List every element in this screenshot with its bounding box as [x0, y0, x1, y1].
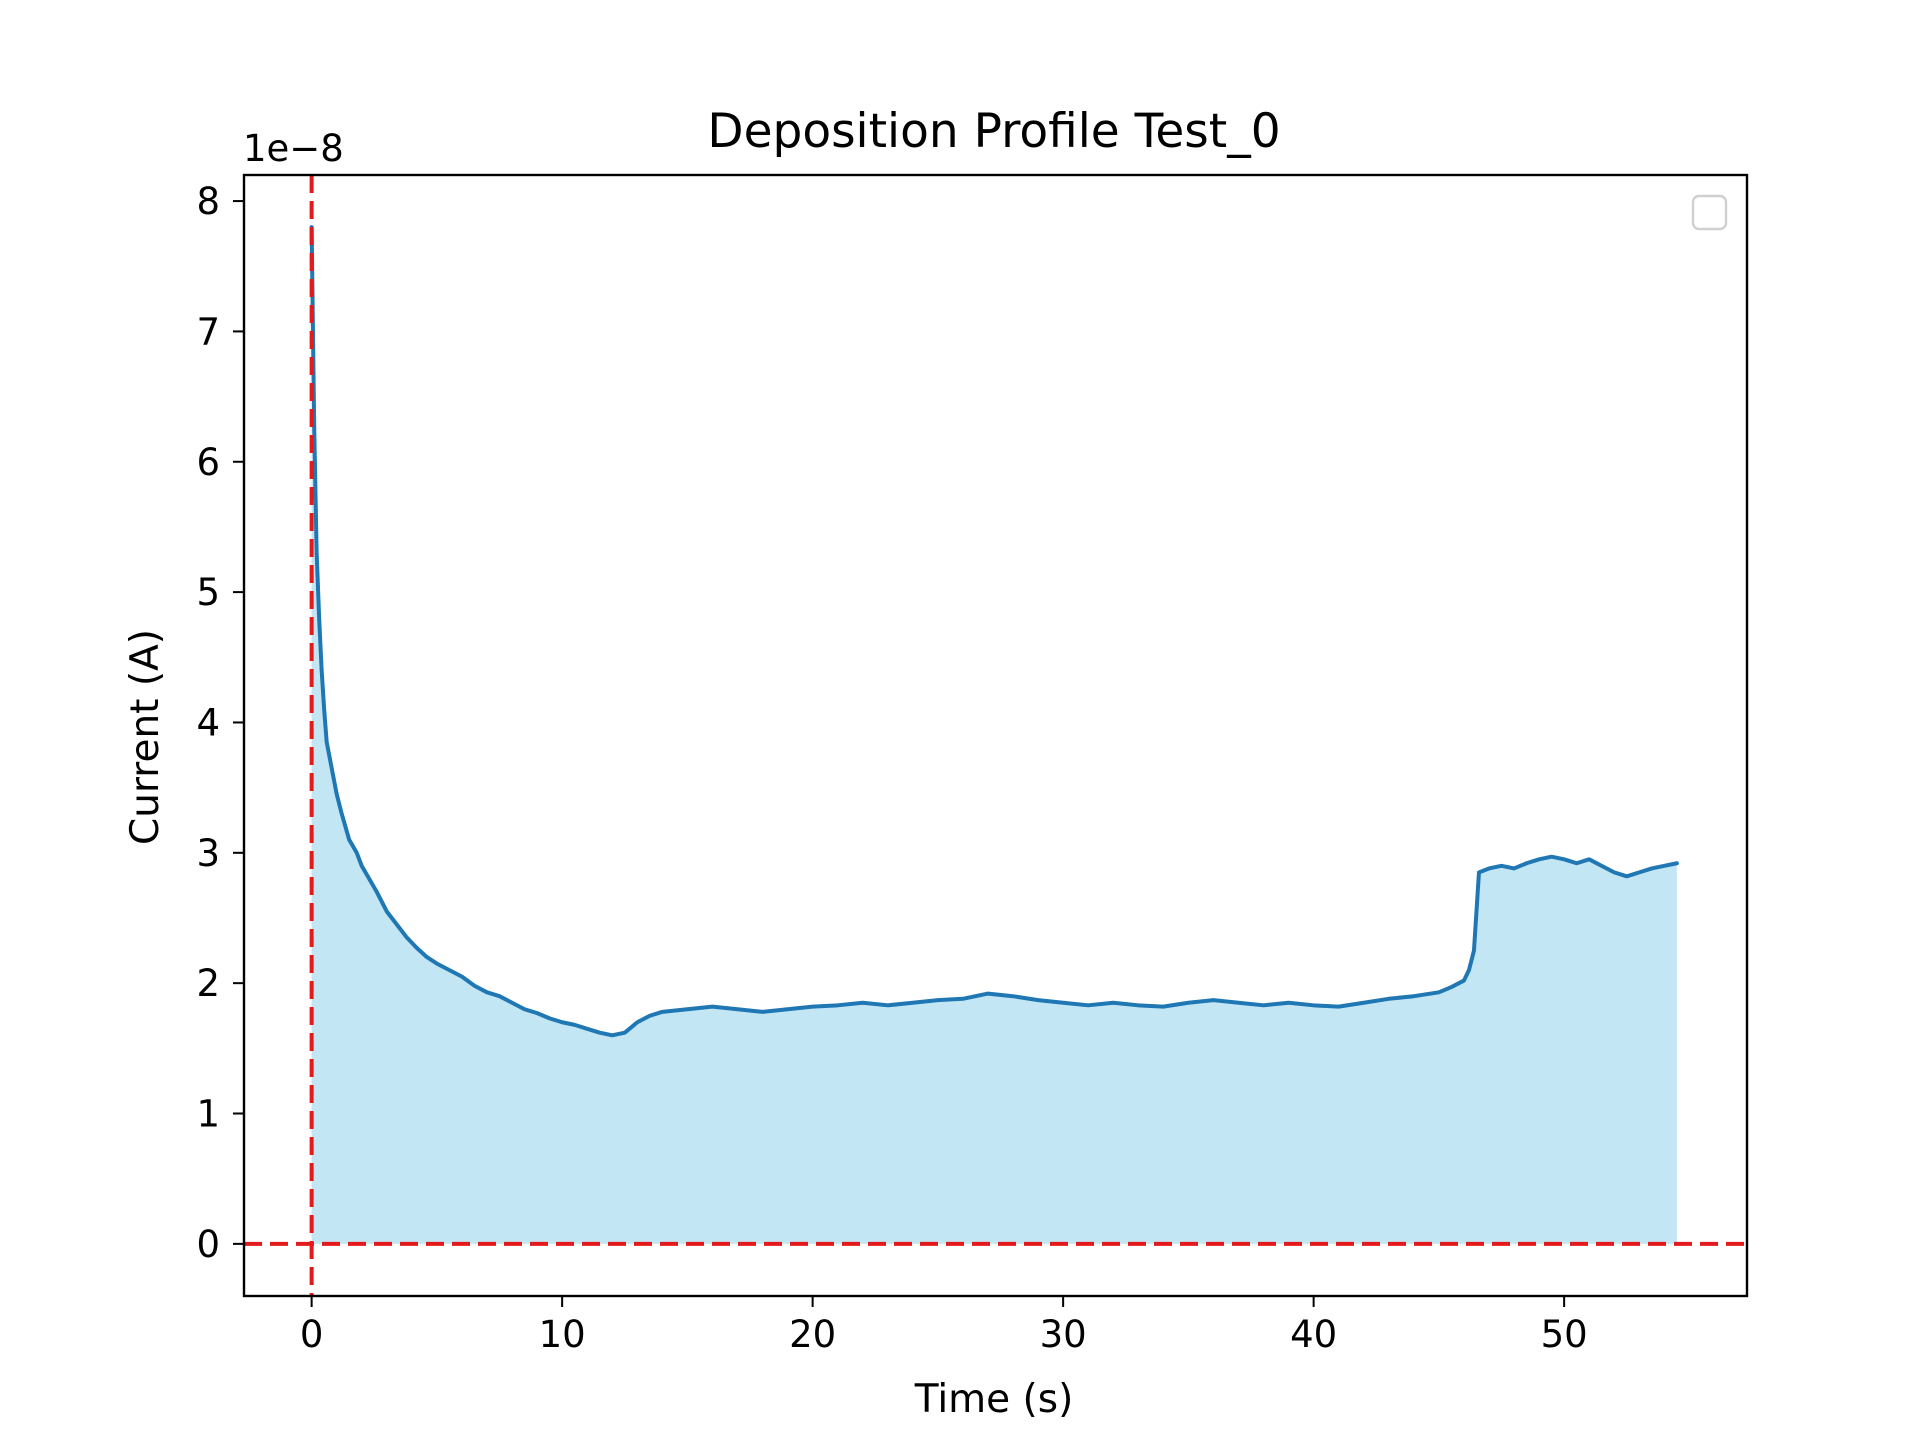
- x-tick-label: 10: [539, 1313, 586, 1356]
- legend-box: [1691, 194, 1728, 231]
- y-tick-label: 3: [196, 832, 220, 875]
- x-tick-label: 0: [300, 1313, 324, 1356]
- y-tick-label: 5: [196, 571, 220, 614]
- x-axis-label: Time (s): [914, 1377, 1074, 1422]
- x-tick-label: 30: [1040, 1313, 1087, 1356]
- y-axis-label: Current (A): [123, 629, 168, 845]
- y-tick-label: 1: [196, 1093, 220, 1136]
- x-tick-label: 40: [1290, 1313, 1337, 1356]
- y-tick-label: 8: [196, 180, 220, 223]
- plot-area: [244, 175, 1747, 1296]
- y-axis-ticks: 0 1 2 3 4 5 6 7 8: [196, 180, 244, 1266]
- y-tick-label: 2: [196, 962, 220, 1005]
- y-tick-label: 7: [196, 310, 220, 353]
- y-tick-label: 6: [196, 441, 220, 484]
- chart-title: Deposition Profile Test_0: [707, 104, 1280, 159]
- x-tick-label: 50: [1541, 1313, 1588, 1356]
- y-tick-label: 4: [196, 701, 220, 744]
- y-tick-label: 0: [196, 1223, 220, 1266]
- series-0-area: [311, 227, 1677, 1244]
- y-offset-label: 1e−8: [243, 127, 344, 170]
- x-tick-label: 20: [789, 1313, 836, 1356]
- axes-frame: [242, 173, 1749, 1298]
- x-axis-ticks: 0 10 20 30 40 50: [300, 1296, 1588, 1356]
- series-0-line: [309, 225, 1679, 1038]
